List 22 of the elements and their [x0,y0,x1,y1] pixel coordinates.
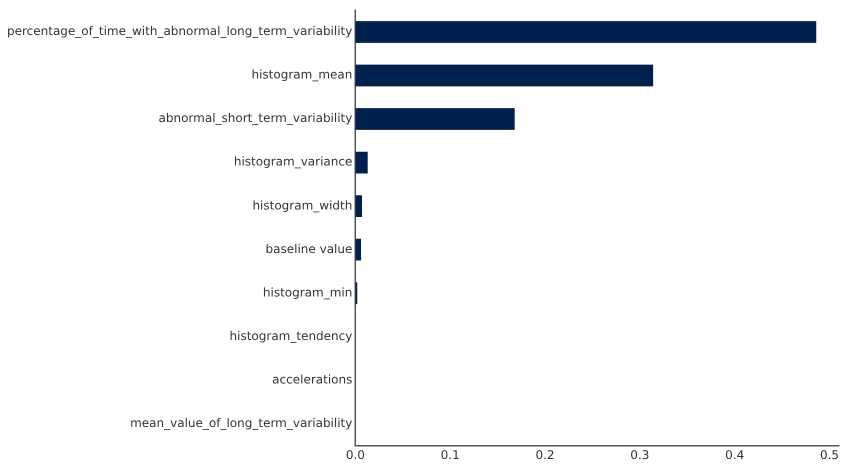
y-tick-label: percentage_of_time_with_abnormal_long_term_variability [6,24,352,38]
x-tick-label: 0.1 [440,448,460,462]
y-tick-label: histogram_tendency [230,328,352,343]
y-tick-label: histogram_mean [251,68,352,82]
y-tick-label: mean_value_of_long_term_variability [130,416,352,430]
y-tick-label: histogram_variance [234,154,352,169]
x-tick-label: 0.3 [630,448,650,462]
y-tick-label: accelerations [272,372,352,386]
y-tick-label: abnormal_short_term_variability [158,111,352,126]
x-tick-label: 0.2 [535,448,555,462]
x-tick-label: 0.0 [346,448,365,462]
y-tick-label: histogram_min [262,285,352,300]
bar [355,195,362,218]
bar [355,152,368,174]
x-tick-label: 0.5 [820,448,840,462]
y-tick-label: baseline value [266,242,352,256]
bar [355,108,515,130]
bar [355,238,362,261]
bar [355,21,816,43]
y-tick-label: histogram_width [252,198,352,212]
bar [355,64,654,86]
x-tick-label: 0.4 [725,448,744,462]
